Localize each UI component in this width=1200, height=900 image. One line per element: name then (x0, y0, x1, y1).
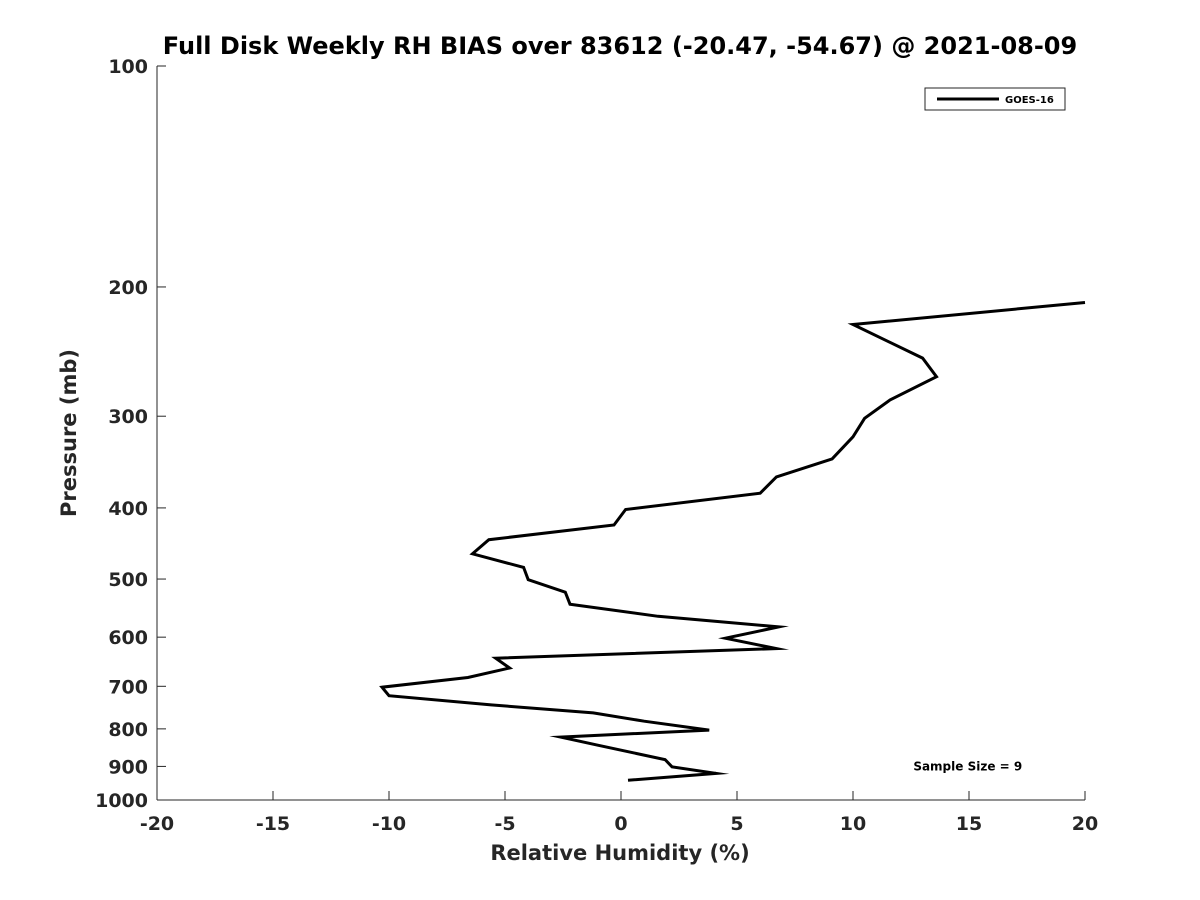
tick-marks (156, 65, 1086, 801)
y-tick-label: 500 (108, 569, 148, 591)
y-axis-label: Pressure (mb) (57, 349, 81, 517)
y-tick-label: 700 (108, 676, 148, 698)
plot-axes (156, 66, 1085, 801)
series-lines (379, 301, 1086, 782)
x-tick-label: 10 (840, 813, 866, 835)
chart-title: Full Disk Weekly RH BIAS over 83612 (-20… (163, 32, 1077, 60)
legend: GOES-16 (924, 87, 1066, 111)
annotations: Sample Size = 9 (913, 759, 1022, 773)
y-tick-label: 200 (108, 277, 148, 299)
y-tick-label: 400 (108, 498, 148, 520)
x-tick-label: -20 (140, 813, 174, 835)
x-tick-label: -10 (372, 813, 406, 835)
legend-label: GOES-16 (1005, 95, 1054, 106)
y-tick-label: 300 (108, 406, 148, 428)
y-tick-label: 600 (108, 627, 148, 649)
y-tick-labels: 100 200 300 400 500 600 700 800 900 1000 (95, 56, 148, 812)
x-axis-label: Relative Humidity (%) (490, 841, 749, 865)
x-tick-label: -15 (256, 813, 290, 835)
x-tick-label: 20 (1072, 813, 1098, 835)
annotation-text: Sample Size = 9 (913, 759, 1022, 773)
x-tick-label: 5 (730, 813, 743, 835)
y-tick-label: 1000 (95, 790, 148, 812)
y-tick-label: 100 (108, 56, 148, 78)
y-tick-label: 800 (108, 719, 148, 741)
x-tick-label: -5 (494, 813, 515, 835)
series-line-0 (379, 301, 1086, 782)
x-tick-label: 15 (956, 813, 982, 835)
x-tick-labels: -20 -15 -10 -5 0 5 10 15 20 (140, 813, 1098, 835)
y-tick-label: 900 (108, 756, 148, 778)
x-tick-label: 0 (614, 813, 627, 835)
